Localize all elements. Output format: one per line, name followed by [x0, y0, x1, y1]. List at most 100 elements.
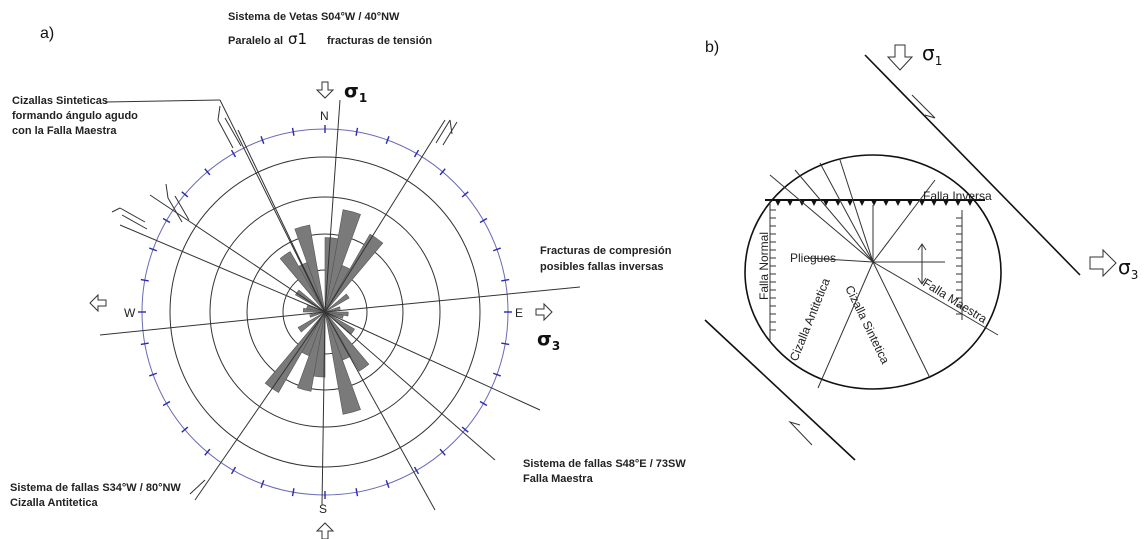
sigma1-arrow-icon	[315, 81, 335, 99]
cizalla-sintetica-label: Cizalla Sintetica	[842, 283, 892, 366]
thrust-barb	[943, 200, 949, 206]
upper-left-line-3	[819, 162, 874, 263]
panel-a-label: a)	[40, 25, 54, 42]
sigma1-label: σ1	[344, 80, 367, 105]
rose-tick	[149, 372, 158, 377]
rose-petal	[313, 311, 326, 378]
cardinal-e: E	[515, 306, 523, 320]
line-nw	[149, 194, 326, 313]
rose-ring-2	[246, 233, 404, 391]
pliegues-label: Pliegues	[790, 251, 836, 265]
line-e	[324, 286, 581, 313]
rose-petal	[297, 311, 326, 333]
rose-tick	[230, 466, 237, 475]
rose-tick	[355, 127, 359, 136]
panel-a-rose-diagram: a) Sistema de Vetas S04°W / 40°NW Parale…	[10, 11, 686, 539]
panel-b-sigma3-arrow-icon	[1089, 248, 1117, 278]
thrust-barb	[775, 200, 781, 206]
title-line-2-b: fracturas de tensión	[327, 35, 432, 47]
falla-inversa-label: Falla Inversa	[923, 189, 992, 203]
rose-petal	[324, 293, 350, 313]
rose-tick	[413, 466, 420, 475]
rose-tick	[501, 342, 510, 346]
rose-tick	[260, 136, 265, 145]
pliegues-line	[807, 257, 874, 263]
cizalla-antitetica-label: Cizalla Antitetica	[787, 276, 833, 363]
annot-antitetica-2: Cizalla Antitetica	[10, 497, 98, 509]
rose-tick	[162, 217, 171, 224]
west-arrow-icon	[89, 293, 107, 313]
thrust-barb	[823, 200, 829, 206]
shear-arrow-4-icon	[435, 119, 458, 146]
rose-tick	[501, 278, 510, 282]
rose-tick-marks	[138, 125, 512, 499]
thrust-barb	[835, 200, 841, 206]
line-nnw-2	[237, 129, 326, 313]
rose-petal	[324, 237, 339, 313]
annot-cizallas-1: Cizallas Sinteticas	[12, 95, 108, 107]
strain-ellipse	[744, 154, 1002, 390]
falla-normal-label: Falla Normal	[757, 232, 771, 300]
panel-b-sigma1-label: σ1	[922, 41, 942, 68]
line-nnw	[219, 99, 326, 313]
rose-ring-4	[169, 156, 481, 468]
thrust-barb	[799, 200, 805, 206]
annot-maestra-1: Sistema de fallas S48°E / 73SW	[523, 458, 686, 470]
lower-shear-arrow-icon	[788, 420, 813, 446]
annot-cizallas-2: formando ángulo agudo	[12, 110, 138, 122]
rose-tick	[230, 149, 237, 158]
shear-zone-boundary-upper	[864, 54, 1081, 276]
annot-compresion-1: Fracturas de compresión	[540, 245, 672, 257]
rose-petal	[279, 251, 326, 313]
cardinal-w: W	[124, 306, 136, 320]
rose-petal	[324, 233, 384, 313]
rose-tick	[439, 448, 446, 456]
rose-tick	[260, 479, 265, 488]
antitetica-line	[817, 261, 874, 389]
cardinal-s: S	[319, 502, 327, 516]
rose-tick	[492, 247, 501, 252]
line-wnw	[119, 224, 326, 313]
upper-left-line-4	[839, 159, 874, 263]
upper-right-line	[872, 179, 936, 263]
panel-b-sigma1-arrow-icon	[886, 44, 914, 71]
rose-tick	[479, 400, 488, 407]
rose-tick	[204, 168, 211, 176]
upper-left-line-2	[794, 169, 874, 263]
thrust-barb	[955, 200, 961, 206]
thrust-barb	[907, 200, 913, 206]
rose-tick	[385, 479, 390, 488]
line-ese	[324, 311, 541, 411]
maestra-line	[872, 261, 999, 336]
rose-tick	[291, 488, 295, 497]
shear-arrow-1-icon	[217, 105, 242, 149]
panel-b-label: b)	[705, 39, 719, 56]
thrust-barb	[931, 200, 937, 206]
line-w	[99, 311, 326, 336]
shear-arrow-2-icon	[165, 183, 190, 223]
rose-petal	[301, 311, 326, 357]
rose-tick	[461, 426, 469, 433]
rose-petal	[294, 224, 326, 313]
line-sse	[324, 311, 436, 511]
rose-petal	[324, 265, 351, 313]
panel-b-sigma3-label: σ3	[1118, 255, 1138, 282]
rose-tick	[181, 191, 189, 198]
annot-antitetica-1: Sistema de fallas S34°W / 80°NW	[10, 482, 181, 494]
rose-tick	[162, 400, 171, 407]
rose-tick	[461, 191, 469, 198]
sigma3-label: σ3	[537, 328, 560, 353]
thrust-barb	[871, 200, 877, 206]
upper-left-line-1	[769, 174, 874, 263]
sigma3-arrow-icon	[535, 302, 553, 322]
shear-arrow-3-icon	[111, 207, 148, 230]
panel-b-strain-ellipse: b) σ1 σ3	[704, 39, 1138, 461]
title-line-1: Sistema de Vetas S04°W / 40°NW	[228, 11, 400, 23]
fold-axis-arrow-icon	[917, 243, 927, 285]
annot-compresion-2: posibles fallas inversas	[540, 261, 664, 273]
thrust-barb	[811, 200, 817, 206]
rose-tick	[492, 372, 501, 377]
rose-tick	[291, 127, 295, 136]
annot-antitetica-leader	[189, 479, 206, 495]
line-s	[321, 311, 326, 506]
